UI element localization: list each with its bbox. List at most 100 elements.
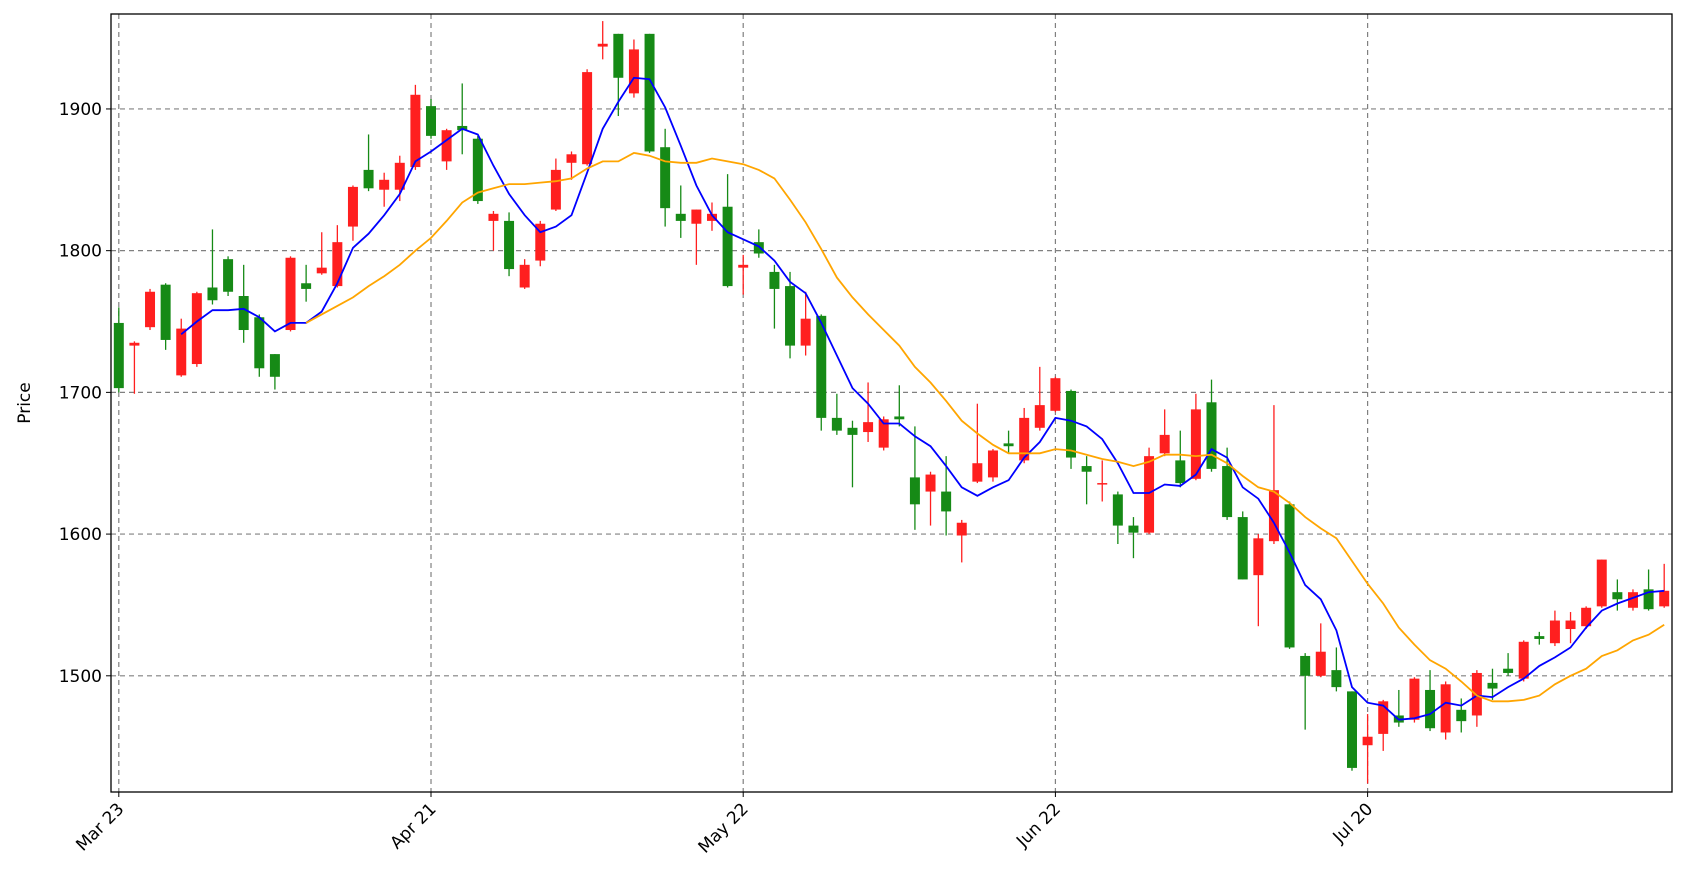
candle-body <box>1581 607 1592 627</box>
candle-body <box>941 491 952 512</box>
candle-body <box>160 284 171 340</box>
candle-body <box>1268 490 1279 542</box>
candle-body <box>769 271 780 289</box>
candle-body <box>1565 620 1576 630</box>
candle-body <box>1081 466 1092 472</box>
candle-body <box>1440 684 1451 733</box>
candle-body <box>1409 678 1420 720</box>
candle-body <box>426 106 437 136</box>
candle-body <box>410 94 421 168</box>
candle-body <box>1206 402 1217 469</box>
candle-body <box>1019 417 1030 461</box>
y-tick-label: 1800 <box>59 242 102 262</box>
candle-body <box>582 72 593 165</box>
candle-body <box>972 463 983 482</box>
candle-body <box>956 522 967 536</box>
candle-body <box>207 287 218 301</box>
candle-body <box>831 417 842 431</box>
candle-body <box>1362 736 1373 746</box>
candle-body <box>191 293 202 365</box>
candle-body <box>566 154 577 163</box>
candle-body <box>269 354 280 377</box>
moving-average-line <box>305 151 1665 703</box>
candle-body <box>675 213 686 221</box>
candle-body <box>1346 691 1357 768</box>
candle-body <box>1175 460 1186 484</box>
candle-body <box>363 169 374 189</box>
y-axis-label: Price <box>15 382 35 423</box>
candle-body <box>488 213 499 221</box>
candle-body <box>223 259 234 292</box>
candle-body <box>1659 590 1670 607</box>
candle-body <box>644 33 655 152</box>
candle-body <box>379 179 390 190</box>
candle-body <box>785 286 796 346</box>
y-tick-label: 1900 <box>59 100 102 120</box>
candle-body <box>1549 620 1560 644</box>
candle-body <box>878 419 889 448</box>
candle-body <box>706 213 717 221</box>
candle-body <box>1503 668 1514 673</box>
candle-body <box>347 186 358 227</box>
candle-body <box>863 422 874 433</box>
candles <box>113 21 1670 784</box>
candle-body <box>691 209 702 224</box>
candle-body <box>987 450 998 478</box>
candle-body <box>1315 651 1326 676</box>
plot-frame <box>110 13 1673 793</box>
candle-body <box>519 264 530 288</box>
candle-body <box>1144 456 1155 533</box>
candle-body <box>1425 689 1436 729</box>
candle-body <box>660 147 671 209</box>
candle-body <box>1097 483 1108 485</box>
candle-body <box>550 169 561 210</box>
candle-body <box>816 315 827 418</box>
candle-body <box>1534 636 1545 639</box>
candle-body <box>316 267 327 274</box>
candle-body <box>535 223 546 261</box>
candle-body <box>176 328 187 376</box>
candle-body <box>113 322 124 389</box>
candle-body <box>145 291 156 328</box>
candle-body <box>1222 466 1233 518</box>
candle-body <box>472 138 483 202</box>
candle-body <box>613 33 624 78</box>
candle-body <box>1066 390 1077 458</box>
candle-body <box>1378 701 1389 734</box>
candle-body <box>1050 378 1061 411</box>
y-tick-label: 1500 <box>59 667 102 687</box>
candle-body <box>1456 709 1467 722</box>
candle-body <box>285 257 296 331</box>
candle-body <box>628 49 639 94</box>
candle-body <box>1003 443 1014 447</box>
y-tick-label: 1600 <box>59 525 102 545</box>
candle-body <box>1487 682 1498 689</box>
candle-body <box>441 130 452 162</box>
candle-body <box>1034 405 1045 428</box>
candle-body <box>504 220 515 270</box>
candle-body <box>1284 504 1295 648</box>
candle-body <box>909 477 920 505</box>
candle-body <box>894 416 905 420</box>
candle-body <box>753 242 764 254</box>
candle-body <box>1237 517 1248 580</box>
candle-body <box>301 283 312 289</box>
candle-body <box>238 296 249 331</box>
candle-body <box>1596 559 1607 607</box>
candle-body <box>1643 589 1654 610</box>
candle-body <box>800 318 811 346</box>
candle-body <box>847 427 858 435</box>
candle-body <box>1518 641 1529 679</box>
candle-body <box>597 43 608 47</box>
candle-body <box>394 162 405 190</box>
candle-body <box>1253 538 1264 576</box>
y-tick-label: 1700 <box>59 383 102 403</box>
candle-body <box>1112 494 1123 526</box>
candle-body <box>332 242 343 287</box>
candle-body <box>1627 592 1638 608</box>
candle-body <box>1190 409 1201 479</box>
candle-body <box>1471 672 1482 716</box>
